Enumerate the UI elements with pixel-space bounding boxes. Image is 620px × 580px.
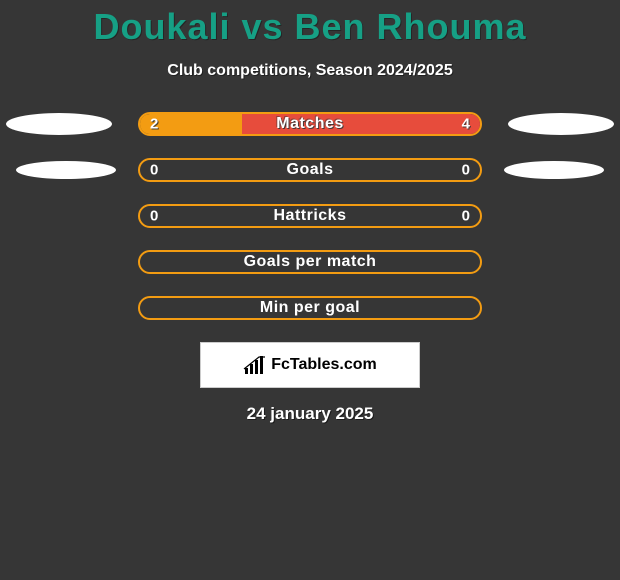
stat-label: Goals per match (140, 253, 480, 271)
stat-bar: Min per goal (138, 296, 482, 320)
stats-container: 24Matches 00Goals 00Hattricks Goals per mat… (0, 112, 620, 320)
brand-box[interactable]: FcTables.com (200, 342, 420, 388)
page-title: Doukali vs Ben Rhouma (0, 0, 620, 48)
player-left-shape (6, 113, 112, 135)
stat-row: Min per goal (0, 296, 620, 320)
stat-label: Hattricks (140, 207, 480, 225)
stat-row: Goals per match (0, 250, 620, 274)
stat-row: 00Hattricks (0, 204, 620, 228)
date-label: 24 january 2025 (0, 404, 620, 424)
player-right-shape (504, 161, 604, 179)
barchart-icon (243, 356, 267, 374)
player-left-shape (16, 161, 116, 179)
stat-bar: 00Goals (138, 158, 482, 182)
stat-bar: Goals per match (138, 250, 482, 274)
brand-label: FcTables.com (243, 356, 377, 374)
stat-bar: 00Hattricks (138, 204, 482, 228)
brand-text: FcTables.com (271, 356, 377, 374)
stat-row: 24Matches (0, 112, 620, 136)
stat-label: Goals (140, 161, 480, 179)
stat-label: Min per goal (140, 299, 480, 317)
page-subtitle: Club competitions, Season 2024/2025 (0, 62, 620, 80)
stat-bar: 24Matches (138, 112, 482, 136)
player-right-shape (508, 113, 614, 135)
stat-row: 00Goals (0, 158, 620, 182)
stat-label: Matches (140, 115, 480, 133)
